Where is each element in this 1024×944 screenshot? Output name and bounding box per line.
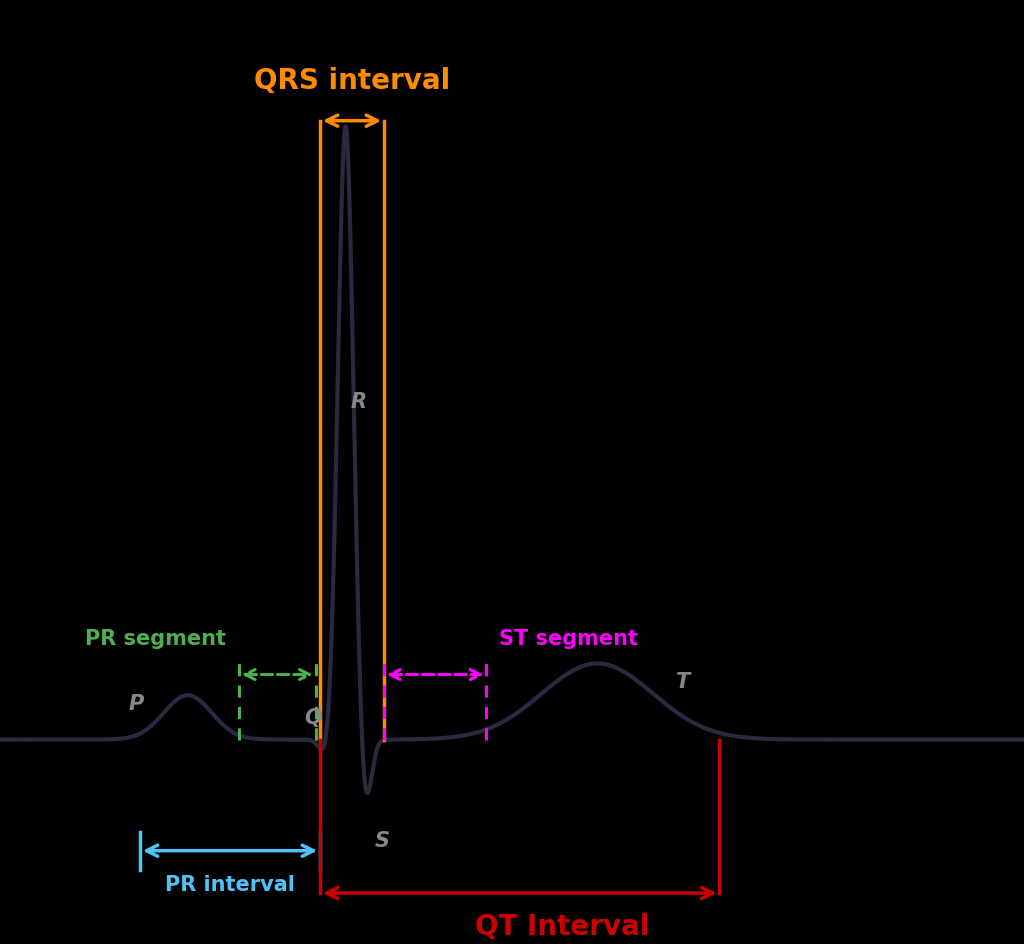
Text: R: R bbox=[350, 392, 367, 412]
Text: T: T bbox=[676, 672, 690, 692]
Text: Q: Q bbox=[304, 707, 323, 727]
Text: PR segment: PR segment bbox=[85, 628, 226, 648]
Text: P: P bbox=[129, 693, 144, 713]
Text: ST segment: ST segment bbox=[500, 628, 638, 648]
Text: S: S bbox=[375, 830, 390, 850]
Text: QRS interval: QRS interval bbox=[254, 67, 451, 95]
Text: PR interval: PR interval bbox=[165, 874, 295, 894]
Text: QT Interval: QT Interval bbox=[475, 912, 649, 940]
